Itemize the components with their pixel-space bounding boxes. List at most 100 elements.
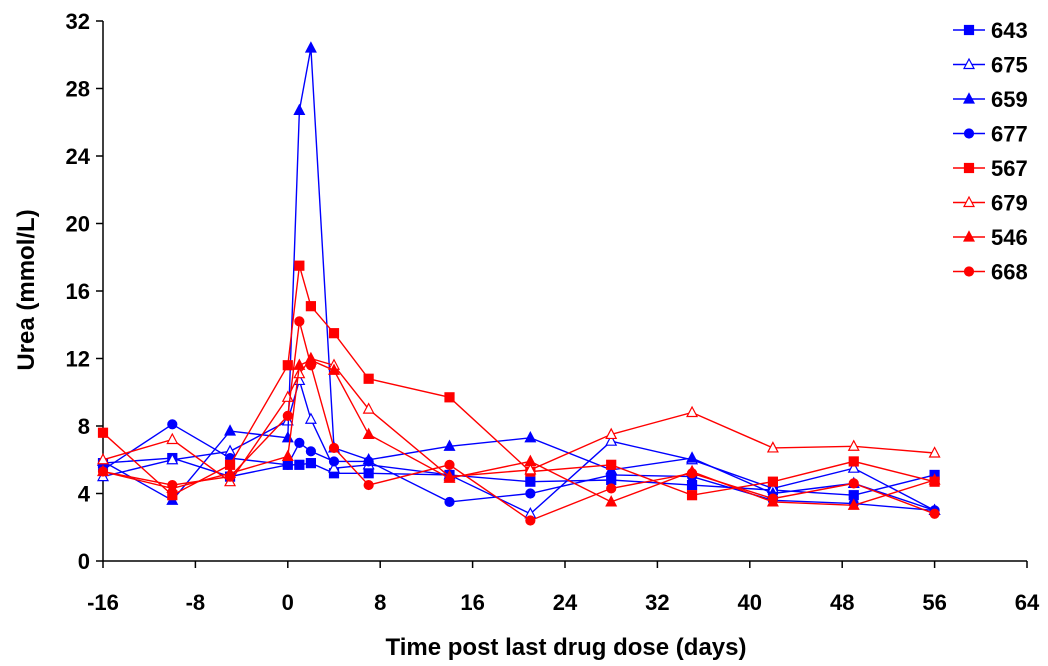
data-point-659 xyxy=(293,103,306,116)
data-point-659 xyxy=(443,439,456,451)
data-point-668 xyxy=(282,410,293,421)
series-layer xyxy=(97,41,941,526)
series-line-659 xyxy=(102,47,935,512)
data-point-679 xyxy=(928,446,941,458)
series-668 xyxy=(97,316,940,526)
x-tick-label: 56 xyxy=(922,590,946,615)
y-tick-label: 20 xyxy=(66,212,90,237)
data-point-567 xyxy=(606,459,617,470)
data-point-679 xyxy=(524,463,537,475)
legend-item-643: 643 xyxy=(953,18,1028,43)
data-point-567 xyxy=(848,456,859,467)
data-point-677 xyxy=(444,496,455,508)
data-point-677 xyxy=(167,419,178,430)
data-point-679 xyxy=(686,405,699,418)
data-point-679 xyxy=(847,439,860,451)
data-point-668 xyxy=(305,360,316,371)
data-point-659 xyxy=(304,41,317,53)
x-tick-label: 24 xyxy=(553,590,578,615)
data-point-677 xyxy=(525,488,536,499)
legend-marker xyxy=(963,92,975,104)
legend-marker xyxy=(963,57,975,70)
data-point-567 xyxy=(767,476,779,487)
data-point-668 xyxy=(444,459,455,470)
legend-label: 677 xyxy=(991,122,1028,147)
legend-label: 546 xyxy=(991,225,1028,250)
data-point-567 xyxy=(97,427,109,438)
legend-item-679: 679 xyxy=(953,191,1028,216)
legend-item-567: 567 xyxy=(953,156,1028,181)
legend-label: 643 xyxy=(991,18,1028,43)
data-point-643 xyxy=(305,458,316,469)
data-point-679 xyxy=(97,452,109,465)
data-point-675 xyxy=(166,452,179,465)
data-point-643 xyxy=(686,479,698,491)
y-tick-label: 12 xyxy=(66,347,90,372)
legend-item-659: 659 xyxy=(953,87,1028,112)
data-point-546 xyxy=(928,473,941,485)
legend-marker xyxy=(963,266,975,277)
data-point-668 xyxy=(167,479,178,491)
legend-marker xyxy=(963,128,975,139)
legend-marker xyxy=(963,162,975,174)
series-679 xyxy=(97,351,941,487)
data-point-546 xyxy=(362,427,375,440)
data-point-677 xyxy=(282,459,293,470)
legend-label: 675 xyxy=(991,53,1028,78)
x-tick-label: 40 xyxy=(738,590,762,615)
data-point-668 xyxy=(525,515,536,526)
series-675 xyxy=(97,373,941,519)
x-tick-label: 64 xyxy=(1015,590,1040,615)
data-point-679 xyxy=(766,441,779,453)
data-point-677 xyxy=(305,446,316,457)
x-tick-label: 0 xyxy=(282,590,294,615)
legend-marker xyxy=(963,230,975,242)
y-tick-label: 28 xyxy=(66,77,90,102)
data-point-546 xyxy=(328,363,340,375)
series-659 xyxy=(97,41,941,515)
y-tick-label: 8 xyxy=(78,414,90,439)
y-tick-label: 16 xyxy=(66,279,90,304)
data-point-546 xyxy=(524,454,537,467)
data-point-659 xyxy=(686,451,699,463)
data-point-546 xyxy=(605,495,618,507)
legend-item-677: 677 xyxy=(953,122,1028,147)
data-point-679 xyxy=(281,390,294,402)
y-tick-label: 24 xyxy=(66,144,91,169)
x-tick-label: -8 xyxy=(186,590,206,615)
data-point-679 xyxy=(166,432,179,445)
legend-marker xyxy=(963,195,975,208)
data-point-567 xyxy=(363,373,374,384)
data-point-659 xyxy=(524,431,537,443)
legend-item-675: 675 xyxy=(953,53,1028,78)
data-point-659 xyxy=(224,424,237,436)
data-point-546 xyxy=(847,498,860,510)
data-point-668 xyxy=(224,471,236,482)
data-point-679 xyxy=(605,427,618,440)
x-tick-label: -16 xyxy=(87,590,119,615)
x-tick-label: 16 xyxy=(460,590,484,615)
data-point-546 xyxy=(293,358,306,370)
data-point-679 xyxy=(293,366,306,379)
y-axis-title: Urea (mmol/L) xyxy=(13,209,40,370)
data-point-679 xyxy=(362,402,375,414)
legend: 643 675 659 677 567 679 546 668 xyxy=(953,18,1028,285)
data-point-546 xyxy=(281,449,294,461)
x-tick-label: 48 xyxy=(830,590,854,615)
x-tick-label: 32 xyxy=(645,590,669,615)
data-point-668 xyxy=(97,466,109,477)
data-point-567 xyxy=(282,360,293,371)
data-point-546 xyxy=(443,471,456,483)
data-point-675 xyxy=(605,434,618,446)
legend-label: 668 xyxy=(991,260,1028,285)
legend-item-668: 668 xyxy=(953,260,1028,285)
data-point-643 xyxy=(848,490,859,501)
legend-label: 567 xyxy=(991,156,1028,181)
x-tick-label: 8 xyxy=(374,590,386,615)
y-tick-label: 0 xyxy=(78,549,90,574)
data-point-675 xyxy=(847,461,860,473)
data-point-643 xyxy=(294,459,305,470)
data-point-668 xyxy=(328,442,340,454)
